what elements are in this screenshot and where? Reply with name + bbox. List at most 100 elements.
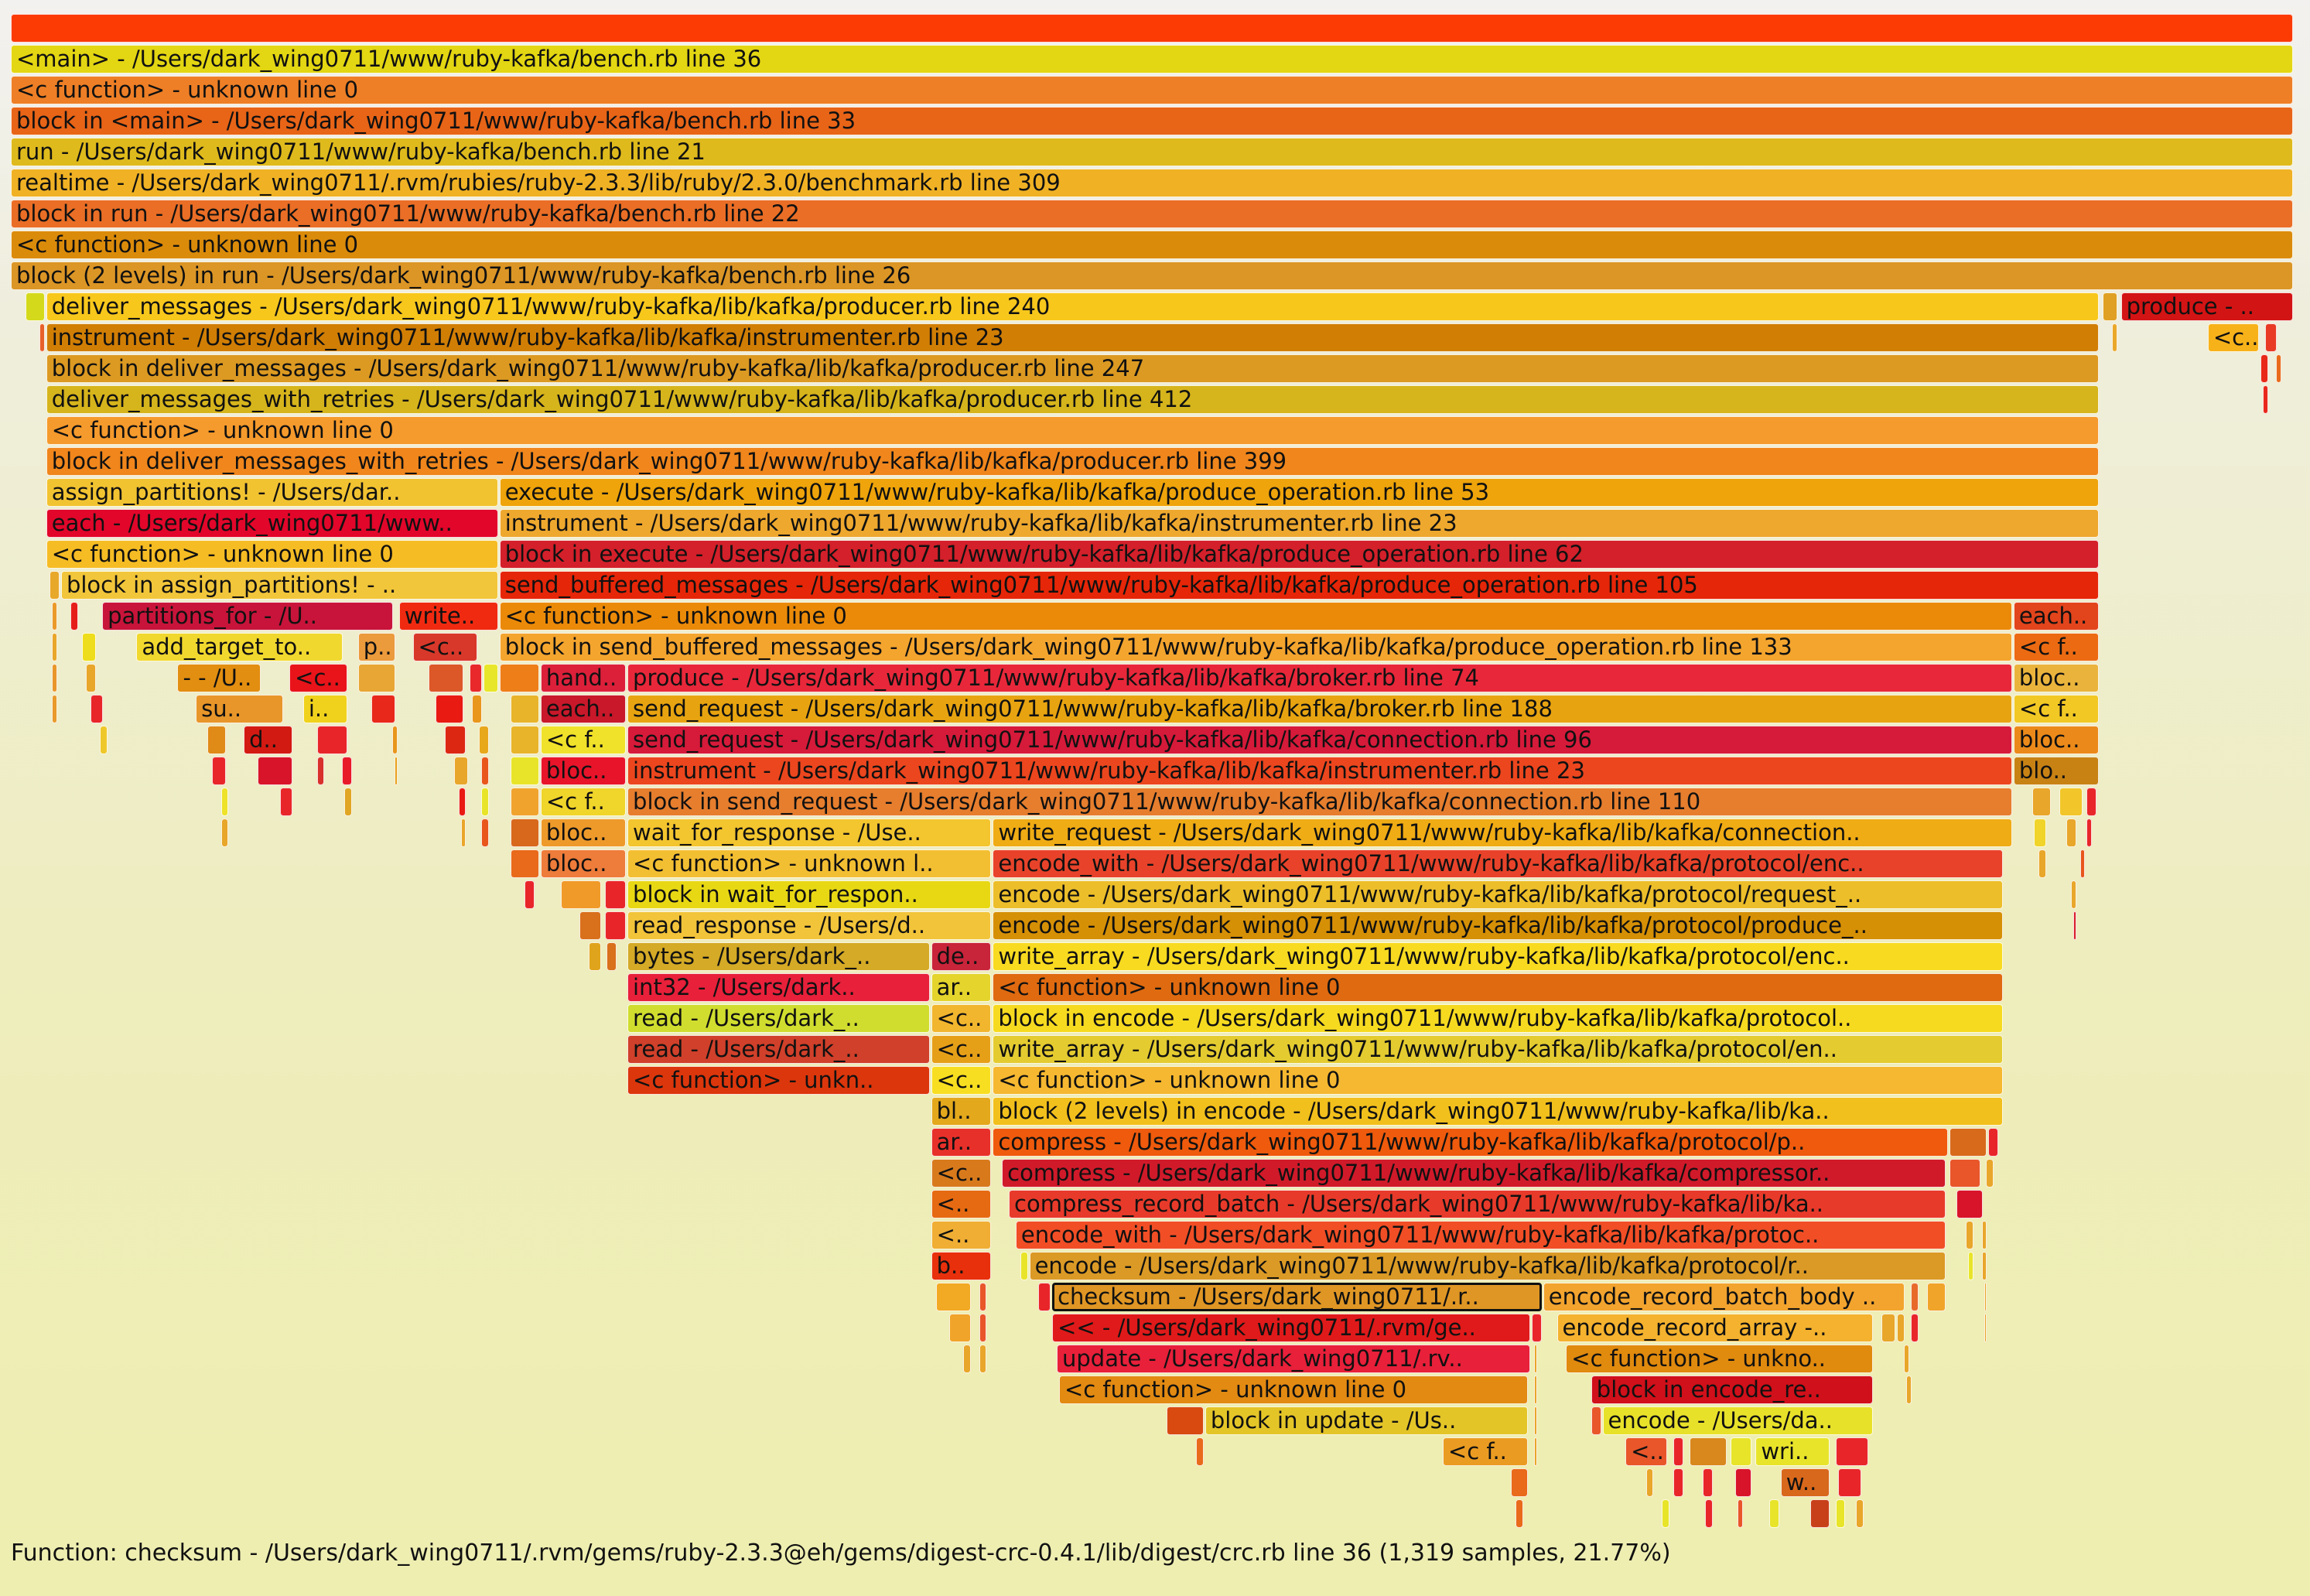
flame-frame[interactable]: block in assign_partitions! - .. bbox=[60, 571, 498, 600]
flame-frame[interactable]: encode_with - /Users/dark_wing0711/www/r… bbox=[1015, 1221, 1946, 1249]
flame-frame[interactable] bbox=[2032, 788, 2052, 816]
flame-frame[interactable] bbox=[511, 757, 539, 785]
flame-frame[interactable] bbox=[561, 880, 601, 909]
flame-frame[interactable] bbox=[949, 1314, 971, 1342]
flame-frame[interactable] bbox=[391, 726, 398, 754]
flame-frame[interactable]: <c.. bbox=[931, 1035, 992, 1064]
flame-frame[interactable]: partitions_for - /U.. bbox=[102, 602, 393, 631]
flame-frame[interactable]: block in encode_re.. bbox=[1591, 1376, 1873, 1404]
flame-frame[interactable]: d.. bbox=[244, 726, 293, 754]
flame-frame[interactable] bbox=[2262, 385, 2268, 414]
flame-frame[interactable] bbox=[220, 819, 229, 847]
flame-frame[interactable]: block in wait_for_respon.. bbox=[627, 880, 992, 909]
flame-frame[interactable]: bloc.. bbox=[2013, 726, 2100, 754]
flame-frame[interactable] bbox=[481, 788, 489, 816]
flame-frame[interactable] bbox=[1904, 1345, 1910, 1373]
flame-frame[interactable] bbox=[1984, 1314, 1987, 1342]
flame-frame[interactable]: wri.. bbox=[1755, 1437, 1830, 1466]
flame-frame[interactable]: write_request - /Users/dark_wing0711/www… bbox=[993, 819, 2012, 847]
flame-frame[interactable]: <c function> - unknown line 0 bbox=[1058, 1376, 1529, 1404]
flame-frame[interactable] bbox=[1689, 1437, 1727, 1466]
flame-frame[interactable]: <.. bbox=[931, 1221, 992, 1249]
flame-frame[interactable] bbox=[52, 664, 57, 692]
flame-frame[interactable] bbox=[52, 695, 57, 723]
flame-frame[interactable] bbox=[1703, 1468, 1714, 1497]
flame-frame[interactable]: b.. bbox=[931, 1252, 992, 1280]
flame-frame[interactable]: block in encode - /Users/dark_wing0711/w… bbox=[993, 1004, 2004, 1033]
flame-frame[interactable] bbox=[1981, 1252, 1987, 1280]
flame-frame[interactable]: realtime - /Users/dark_wing0711/.rvm/rub… bbox=[11, 169, 2293, 197]
flame-frame[interactable] bbox=[470, 664, 483, 692]
flame-frame[interactable]: produce - .. bbox=[2120, 292, 2293, 321]
flame-frame[interactable] bbox=[1533, 1437, 1537, 1466]
flame-frame[interactable]: write.. bbox=[398, 602, 498, 631]
flame-frame[interactable]: send_buffered_messages - /Users/dark_win… bbox=[499, 571, 2100, 600]
flame-frame[interactable]: - - /U.. bbox=[177, 664, 261, 692]
flame-frame[interactable]: deliver_messages_with_retries - /Users/d… bbox=[46, 385, 2100, 414]
flame-frame[interactable] bbox=[1949, 1159, 1980, 1188]
flame-frame[interactable] bbox=[979, 1314, 987, 1342]
flame-frame[interactable] bbox=[91, 695, 104, 723]
flame-frame[interactable] bbox=[479, 726, 489, 754]
flame-frame[interactable]: <c f.. bbox=[540, 788, 627, 816]
flame-frame[interactable]: <c function> - unknown line 0 bbox=[11, 76, 2293, 104]
flame-frame[interactable]: execute - /Users/dark_wing0711/www/ruby-… bbox=[499, 478, 2100, 507]
flame-frame[interactable] bbox=[935, 1283, 971, 1311]
flame-frame[interactable]: send_request - /Users/dark_wing0711/www/… bbox=[627, 726, 2012, 754]
flame-frame[interactable]: encode - /Users/dark_wing0711/www/ruby-k… bbox=[993, 911, 2004, 940]
flame-frame[interactable]: instrument - /Users/dark_wing0711/www/ru… bbox=[499, 509, 2100, 538]
flame-frame[interactable]: de.. bbox=[931, 942, 992, 971]
flame-frame[interactable]: ar.. bbox=[931, 973, 992, 1002]
flame-frame[interactable] bbox=[70, 602, 78, 631]
flame-frame[interactable]: p.. bbox=[357, 633, 395, 661]
flame-frame[interactable]: hand.. bbox=[540, 664, 627, 692]
flame-frame[interactable]: <c function> - unkn.. bbox=[627, 1066, 930, 1095]
flame-frame[interactable]: block in send_request - /Users/dark_wing… bbox=[627, 788, 2012, 816]
flame-frame[interactable]: bloc.. bbox=[540, 849, 627, 878]
flame-frame[interactable] bbox=[511, 788, 539, 816]
flame-frame[interactable] bbox=[39, 323, 45, 352]
flame-frame[interactable]: <c.. bbox=[931, 1066, 992, 1095]
flame-frame[interactable] bbox=[394, 757, 398, 785]
flame-frame[interactable] bbox=[1837, 1468, 1862, 1497]
flame-frame[interactable] bbox=[357, 664, 395, 692]
flame-frame[interactable] bbox=[1984, 1283, 1987, 1311]
flame-frame[interactable] bbox=[86, 664, 97, 692]
flame-frame[interactable] bbox=[2073, 911, 2076, 940]
flame-frame[interactable] bbox=[979, 1283, 987, 1311]
flame-frame[interactable] bbox=[11, 14, 2293, 43]
flame-frame[interactable]: each.. bbox=[2013, 602, 2100, 631]
flame-frame[interactable]: assign_partitions! - /Users/dar.. bbox=[46, 478, 498, 507]
flame-frame[interactable]: <c f.. bbox=[1442, 1437, 1529, 1466]
flame-frame[interactable] bbox=[1906, 1376, 1912, 1404]
flame-frame[interactable]: encode_with - /Users/dark_wing0711/www/r… bbox=[993, 849, 2004, 878]
flame-frame[interactable] bbox=[481, 757, 489, 785]
flame-frame[interactable]: add_target_to.. bbox=[136, 633, 343, 661]
flame-frame[interactable] bbox=[962, 1345, 971, 1373]
flame-frame[interactable]: block in deliver_messages - /Users/dark_… bbox=[46, 354, 2100, 383]
flame-frame[interactable]: run - /Users/dark_wing0711/www/ruby-kafk… bbox=[11, 138, 2293, 166]
flame-frame[interactable] bbox=[1911, 1283, 1919, 1311]
flame-frame[interactable] bbox=[1835, 1499, 1846, 1528]
flame-frame[interactable] bbox=[26, 292, 45, 321]
flame-frame[interactable] bbox=[343, 788, 352, 816]
flame-frame[interactable]: send_request - /Users/dark_wing0711/www/… bbox=[627, 695, 2012, 723]
flame-frame[interactable]: su.. bbox=[196, 695, 284, 723]
flame-frame[interactable]: instrument - /Users/dark_wing0711/www/ru… bbox=[46, 323, 2100, 352]
flame-frame[interactable] bbox=[511, 849, 539, 878]
flame-frame[interactable] bbox=[1591, 1406, 1601, 1435]
flame-frame[interactable]: block (2 levels) in run - /Users/dark_wi… bbox=[11, 261, 2293, 290]
flame-frame[interactable] bbox=[444, 726, 466, 754]
flame-frame[interactable] bbox=[1645, 1468, 1654, 1497]
flame-frame[interactable] bbox=[1965, 1221, 1973, 1249]
flame-frame[interactable] bbox=[316, 726, 347, 754]
flame-frame[interactable] bbox=[211, 757, 227, 785]
flame-frame[interactable] bbox=[511, 695, 539, 723]
flame-frame[interactable]: <c.. bbox=[412, 633, 478, 661]
flame-frame[interactable]: encode - /Users/da.. bbox=[1602, 1406, 1873, 1435]
flame-frame[interactable]: <c f.. bbox=[540, 726, 627, 754]
flame-frame[interactable] bbox=[979, 1345, 987, 1373]
flame-frame[interactable] bbox=[280, 788, 293, 816]
flame-frame[interactable] bbox=[1956, 1190, 1983, 1218]
flame-frame[interactable] bbox=[511, 819, 539, 847]
